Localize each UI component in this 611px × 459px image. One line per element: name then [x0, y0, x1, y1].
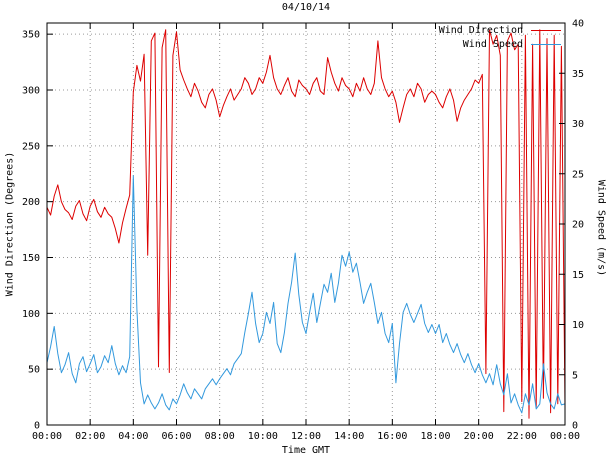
y-right-tick-label: 0: [572, 421, 578, 432]
x-tick-label: 04:00: [118, 431, 148, 442]
y-left-tick-label: 300: [22, 86, 40, 97]
legend-item-wind-direction: Wind Direction: [439, 24, 561, 37]
x-tick-label: 12:00: [291, 431, 321, 442]
x-tick-label: 02:00: [75, 431, 105, 442]
wind-direction-series: [46, 29, 566, 419]
y-left-tick-label: 150: [22, 253, 40, 264]
x-tick-label: 16:00: [377, 431, 407, 442]
y-left-tick-label: 0: [34, 421, 40, 432]
x-tick-label: 00:00: [550, 431, 580, 442]
y-right-tick-label: 5: [572, 370, 578, 381]
y-left-tick-label: 350: [22, 30, 40, 41]
x-tick-label: 20:00: [464, 431, 494, 442]
x-tick-label: 18:00: [420, 431, 450, 442]
y-right-tick-label: 15: [572, 270, 584, 281]
legend-label-wind-direction: Wind Direction: [438, 25, 523, 36]
x-tick-label: 22:00: [507, 431, 537, 442]
legend: Wind Direction Wind Speed: [439, 24, 561, 51]
y-left-tick-label: 200: [22, 197, 40, 208]
y-right-tick-label: 20: [572, 220, 584, 231]
legend-line-sample-wind-speed: [531, 44, 561, 45]
legend-item-wind-speed: Wind Speed: [463, 38, 561, 51]
x-tick-label: 10:00: [248, 431, 278, 442]
x-tick-label: 08:00: [205, 431, 235, 442]
y-right-tick-label: 30: [572, 119, 584, 130]
y-right-tick-label: 10: [572, 320, 584, 331]
y-right-tick-label: 25: [572, 169, 584, 180]
y-left-tick-label: 50: [28, 365, 40, 376]
x-axis-label: Time GMT: [281, 445, 331, 456]
y-right-tick-label: 35: [572, 69, 584, 80]
y-axis-label-right: Wind Speed (m/s): [595, 179, 607, 277]
x-tick-label: 14:00: [334, 431, 364, 442]
x-tick-label: 00:00: [32, 431, 62, 442]
legend-label-wind-speed: Wind Speed: [462, 39, 523, 50]
y-left-tick-label: 100: [22, 309, 40, 320]
plot-title-date: 04/10/14: [281, 2, 331, 13]
wind-speed-series: [46, 175, 566, 414]
y-axis-label-left: Wind Direction (Degrees): [4, 151, 16, 297]
y-left-tick-label: 250: [22, 141, 40, 152]
x-tick-label: 06:00: [161, 431, 191, 442]
y-right-tick-label: 40: [572, 19, 584, 30]
legend-line-sample-wind-direction: [531, 30, 561, 31]
